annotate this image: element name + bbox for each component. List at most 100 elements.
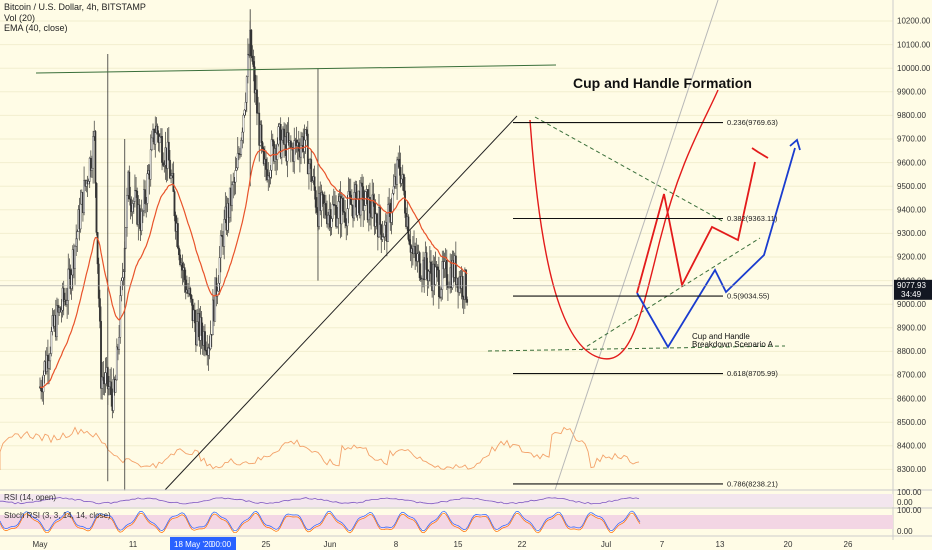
support-trendline[interactable] <box>164 115 518 491</box>
candle-body <box>110 381 113 395</box>
time-highlight-label: 18 May '20 <box>174 540 213 549</box>
neckline[interactable] <box>487 345 786 352</box>
annotation-title[interactable]: Cup and Handle Formation <box>573 75 752 91</box>
candle-body <box>347 191 350 209</box>
candle-body <box>448 286 450 288</box>
candle-body <box>434 266 437 285</box>
candle-body <box>100 321 102 389</box>
candle-body <box>337 201 340 219</box>
candle-body <box>266 169 269 181</box>
candle-body <box>346 208 349 227</box>
resistance-trendline[interactable] <box>35 64 557 74</box>
candle-body <box>465 269 467 300</box>
time-tick-label: 26 <box>844 540 853 549</box>
candle-body <box>313 176 316 191</box>
candle-body <box>356 198 359 216</box>
candle-body <box>112 379 115 411</box>
candle-body <box>87 181 90 185</box>
candle-body <box>336 218 339 227</box>
candle-body <box>314 190 317 208</box>
arrow-blue-head <box>789 138 801 151</box>
time-tick-label: 7 <box>660 540 665 549</box>
price-tick-label: 8300.00 <box>897 465 926 474</box>
candle-body <box>74 246 76 269</box>
legend-ema[interactable]: EMA (40, close) <box>4 23 68 33</box>
candle-body <box>96 232 99 265</box>
candle-series <box>39 9 469 491</box>
candle-body <box>421 278 423 280</box>
candle-body <box>391 193 394 213</box>
candle-body <box>327 214 330 225</box>
rsi-tick-100: 100.00 <box>897 488 922 497</box>
price-tick-label: 9600.00 <box>897 158 926 167</box>
legend-symbol[interactable]: Bitcoin / U.S. Dollar, 4h, BITSTAMP <box>4 2 146 12</box>
candle-body <box>324 203 327 216</box>
annotation-scenario-line1[interactable]: Cup and Handle <box>692 332 750 341</box>
candle-body <box>289 140 292 149</box>
candle-body <box>135 190 137 192</box>
candle-body <box>196 321 198 346</box>
candle-body <box>101 376 104 389</box>
candle-body <box>126 195 128 228</box>
candle-body <box>310 159 313 183</box>
candle-body <box>241 131 244 141</box>
candle-body <box>330 218 333 228</box>
candle-body <box>42 375 45 393</box>
price-tick-label: 9700.00 <box>897 135 926 144</box>
candle-body <box>154 132 157 145</box>
candle-body <box>335 205 337 227</box>
candle-body <box>173 191 176 217</box>
candle-body <box>454 255 457 285</box>
price-tick-label: 8600.00 <box>897 394 926 403</box>
candle-body <box>348 191 351 196</box>
candle-body <box>407 216 410 240</box>
candle-body <box>144 189 146 205</box>
candle-body <box>200 317 203 336</box>
countdown-label: 34:49 <box>901 290 922 299</box>
candle-body <box>242 114 245 133</box>
ema-40-line[interactable] <box>39 145 468 389</box>
candle-body <box>92 136 95 169</box>
arrow-red-head <box>751 147 769 159</box>
stoch-label[interactable]: Stoch RSI (3, 3, 14, 14, close) <box>4 511 111 520</box>
candle-body <box>398 158 401 168</box>
rsi-label[interactable]: RSI (14, open) <box>4 493 56 502</box>
candle-body <box>132 201 135 204</box>
bullish-projection-red[interactable] <box>636 161 756 294</box>
candle-body <box>232 181 235 186</box>
price-tick-label: 10100.00 <box>897 40 931 49</box>
triangle-lower[interactable] <box>580 237 761 351</box>
candle-body <box>369 197 371 214</box>
cup-arc[interactable] <box>529 89 719 360</box>
legend-vol[interactable]: Vol (20) <box>4 12 36 23</box>
candle-body <box>218 257 221 284</box>
candle-body <box>95 183 98 233</box>
candle-body <box>98 298 101 322</box>
candle-body <box>262 148 265 164</box>
drawing-tools <box>35 0 801 491</box>
candle-body <box>233 181 236 183</box>
annotation-scenario-line2[interactable]: Breakdown Scenario A <box>692 340 774 349</box>
candle-body <box>414 246 417 254</box>
stoch-pane-bg <box>0 515 893 529</box>
candle-body <box>235 167 238 171</box>
candle-body <box>48 360 50 369</box>
candle-body <box>91 168 93 171</box>
candle-body <box>243 109 246 116</box>
time-tick-label: 22 <box>518 540 527 549</box>
triangle-upper[interactable] <box>534 116 725 223</box>
price-tick-label: 10000.00 <box>897 64 931 73</box>
candle-body <box>253 66 256 94</box>
price-tick-label: 8700.00 <box>897 371 926 380</box>
candle-body <box>223 219 226 247</box>
candle-body <box>297 142 300 152</box>
time-highlight-badge[interactable] <box>170 537 236 550</box>
candle-body <box>68 268 71 271</box>
bearish-projection-blue[interactable] <box>636 147 796 349</box>
current-price-badge[interactable] <box>894 279 932 300</box>
candle-body <box>59 307 62 313</box>
fib-label: 0.618(8705.99) <box>727 369 778 378</box>
candle-body <box>176 223 179 249</box>
candle-body <box>260 124 263 143</box>
